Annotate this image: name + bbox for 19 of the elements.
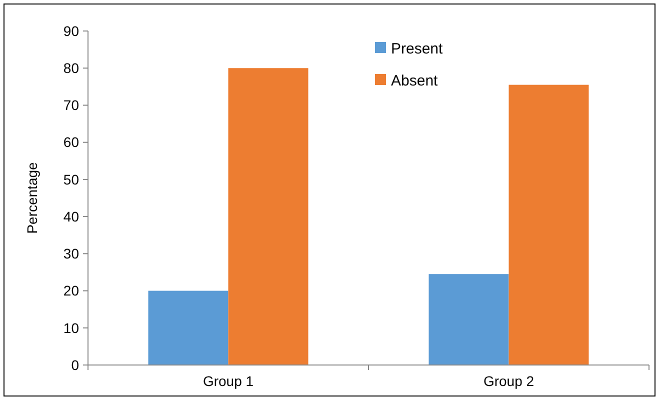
bar <box>428 274 509 365</box>
y-tick-label: 60 <box>63 134 80 150</box>
x-tick-label: Group 1 <box>202 373 254 389</box>
y-tick-label: 50 <box>63 171 80 188</box>
y-tick-label: 90 <box>63 22 80 39</box>
x-tick-label: Group 2 <box>483 373 534 389</box>
y-tick-label: 30 <box>63 246 80 262</box>
legend-label: Absent <box>391 72 439 90</box>
y-tick-label: 0 <box>71 356 80 373</box>
legend-label: Present <box>391 40 444 58</box>
y-tick-label: 80 <box>63 60 80 76</box>
bar <box>228 68 308 365</box>
y-tick-label: 20 <box>63 282 80 299</box>
y-axis-title: Percentage <box>24 162 40 234</box>
y-tick-label: 70 <box>63 97 80 114</box>
bar <box>508 84 589 365</box>
y-tick-label: 40 <box>63 208 80 224</box>
bar <box>148 290 228 365</box>
y-tick-label: 10 <box>63 320 80 336</box>
